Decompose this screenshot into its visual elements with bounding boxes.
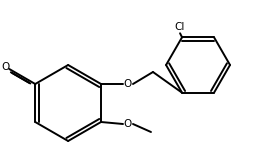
Text: O: O [124,79,132,89]
Text: Cl: Cl [175,22,185,32]
Text: O: O [1,62,9,72]
Text: O: O [124,119,132,129]
